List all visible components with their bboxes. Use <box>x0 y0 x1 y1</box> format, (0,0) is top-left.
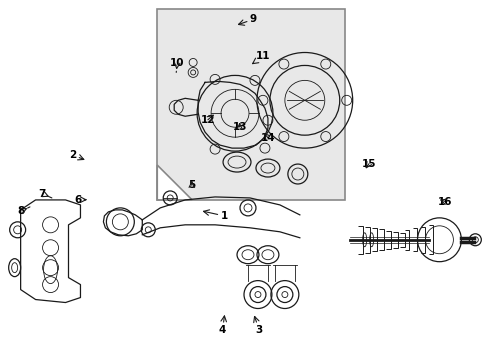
Text: 11: 11 <box>252 51 270 64</box>
Text: 3: 3 <box>254 317 262 335</box>
Polygon shape <box>157 165 192 200</box>
Text: 16: 16 <box>437 197 452 207</box>
FancyBboxPatch shape <box>157 9 344 200</box>
Text: 5: 5 <box>188 180 195 190</box>
Text: 12: 12 <box>200 115 215 125</box>
Text: 10: 10 <box>170 58 184 72</box>
Text: 7: 7 <box>39 189 52 199</box>
Text: 4: 4 <box>219 316 226 335</box>
Text: 13: 13 <box>232 122 246 132</box>
Text: 9: 9 <box>238 14 256 24</box>
Text: 2: 2 <box>69 150 83 160</box>
Text: 8: 8 <box>18 206 30 216</box>
Text: 1: 1 <box>203 211 227 221</box>
Text: 6: 6 <box>74 195 85 205</box>
Text: 15: 15 <box>361 159 375 169</box>
Text: 14: 14 <box>260 133 275 143</box>
